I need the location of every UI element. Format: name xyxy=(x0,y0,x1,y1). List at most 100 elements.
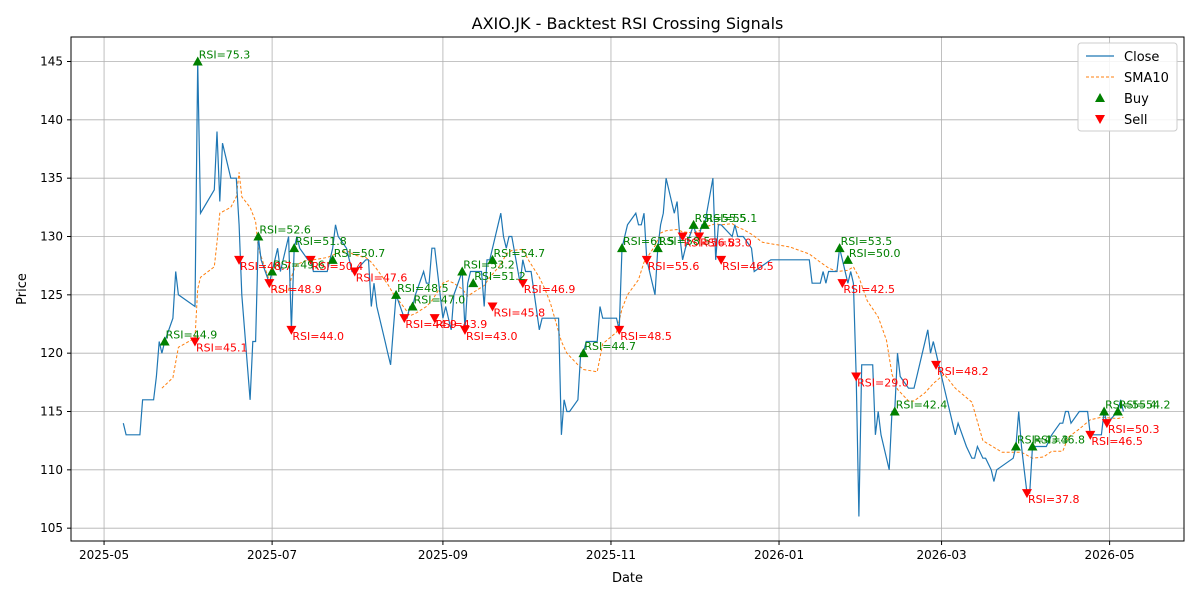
sell-marker xyxy=(429,314,440,324)
legend: Close SMA10 Buy Sell xyxy=(1077,42,1178,132)
buy-marker xyxy=(159,336,170,346)
buy-label: RSI=51.2 xyxy=(474,270,526,283)
buy-marker xyxy=(457,266,468,276)
legend-sma10-label: SMA10 xyxy=(1124,71,1169,86)
buy-marker xyxy=(578,348,589,358)
x-axis-label: Date xyxy=(612,571,643,586)
sell-label: RSI=44.0 xyxy=(292,330,344,343)
signal-labels: RSI=44.9 RSI=75.3 RSI=52.6 RSI=49.6 RSI=51.8… xyxy=(166,49,1171,507)
buy-marker xyxy=(889,406,900,416)
buy-label: RSI=49.6 xyxy=(273,259,325,272)
sell-label: RSI=48.9 xyxy=(270,283,322,296)
sell-label: RSI=46.9 xyxy=(524,283,576,296)
legend-sell-label: Sell xyxy=(1124,113,1147,128)
y-tick-label: 125 xyxy=(40,288,63,302)
sell-label: RSI=50.3 xyxy=(1108,423,1160,436)
sell-label: RSI=29.0 xyxy=(857,377,909,390)
sell-marker xyxy=(487,302,498,312)
buy-label: RSI=51.8 xyxy=(295,235,347,248)
sell-label: RSI=46.5 xyxy=(722,260,774,273)
sell-label: RSI=45.8 xyxy=(494,307,546,320)
buy-label: RSI=46.8 xyxy=(1033,434,1085,447)
sell-label: RSI=48.5 xyxy=(620,330,672,343)
buy-label: RSI=44.7 xyxy=(584,340,636,353)
sell-label: RSI=48.2 xyxy=(937,365,989,378)
sell-marker xyxy=(349,267,360,277)
buy-label: RSI=50.0 xyxy=(849,247,901,260)
sell-label: RSI=47.6 xyxy=(356,272,408,285)
sma10-line xyxy=(161,172,1124,459)
buy-label: RSI=55.4 xyxy=(1105,399,1157,412)
sell-marker xyxy=(399,314,410,324)
x-tick-label: 2025-11 xyxy=(586,548,636,562)
sell-marker xyxy=(264,279,275,289)
buy-label: RSI=42.4 xyxy=(896,399,948,412)
sell-label: RSI=43.0 xyxy=(466,330,518,343)
legend-box xyxy=(1077,42,1178,132)
y-tick-label: 105 xyxy=(40,521,63,535)
sell-marker xyxy=(851,372,862,382)
buy-marker xyxy=(616,243,627,253)
sell-marker xyxy=(641,255,652,265)
y-tick-label: 120 xyxy=(40,346,63,360)
buy-marker xyxy=(834,243,845,253)
sell-marker xyxy=(694,232,705,242)
buy-marker xyxy=(407,301,418,311)
sell-marker xyxy=(931,360,942,370)
sell-marker xyxy=(234,255,245,265)
y-tick-label: 140 xyxy=(40,113,63,127)
buy-marker xyxy=(1112,406,1123,416)
sell-label: RSI=50.4 xyxy=(312,260,364,273)
sell-marker xyxy=(517,279,528,289)
sell-label: RSI=56.8 xyxy=(684,237,736,250)
buy-marker xyxy=(391,289,402,299)
x-tick-label: 2025-07 xyxy=(247,548,297,562)
legend-close-label: Close xyxy=(1124,50,1159,65)
sell-marker xyxy=(305,255,316,265)
buy-label: RSI=55.5 xyxy=(695,212,747,225)
buy-label: RSI=54.7 xyxy=(494,247,546,260)
signal-markers xyxy=(159,56,1123,499)
legend-buy-marker xyxy=(1095,93,1105,102)
sell-marker xyxy=(837,279,848,289)
buy-label: RSI=48.5 xyxy=(397,282,449,295)
buy-marker xyxy=(652,243,663,253)
buy-marker xyxy=(267,266,278,276)
sell-label: RSI=48.7 xyxy=(240,260,292,273)
legend-buy-label: Buy xyxy=(1124,92,1149,107)
buy-label: RSI=52.6 xyxy=(259,224,311,237)
buy-marker xyxy=(468,278,479,288)
buy-label: RSI=58.5 xyxy=(659,235,711,248)
y-axis-label: Price xyxy=(15,273,30,305)
buy-label: RSI=75.3 xyxy=(199,49,251,62)
sell-marker xyxy=(1021,489,1032,499)
buy-marker xyxy=(289,243,300,253)
buy-marker xyxy=(688,219,699,229)
chart-title: AXIO.JK - Backtest RSI Crossing Signals xyxy=(472,14,784,33)
y-tick-label: 110 xyxy=(40,463,63,477)
x-tick-label: 2026-01 xyxy=(754,548,804,562)
buy-label: RSI=55.1 xyxy=(706,212,758,225)
buy-label: RSI=43.3 xyxy=(1017,434,1069,447)
buy-label: RSI=54.2 xyxy=(1119,399,1171,412)
close-line xyxy=(122,61,1124,517)
sell-marker xyxy=(677,232,688,242)
sell-label: RSI=46.5 xyxy=(1091,435,1143,448)
buy-label: RSI=47.0 xyxy=(414,294,466,307)
buy-marker xyxy=(327,254,338,264)
buy-label: RSI=61.5 xyxy=(623,235,675,248)
sell-label: RSI=42.5 xyxy=(843,283,895,296)
sell-label: RSI=45.1 xyxy=(196,342,248,355)
y-tick-label: 135 xyxy=(40,171,63,185)
sell-label: RSI=43.9 xyxy=(436,318,488,331)
sell-marker xyxy=(459,325,470,335)
x-tick-label: 2025-05 xyxy=(79,548,129,562)
buy-marker xyxy=(192,56,203,66)
sell-label: RSI=55.6 xyxy=(648,260,700,273)
buy-label: RSI=44.9 xyxy=(166,329,218,342)
y-tick-label: 115 xyxy=(40,405,63,419)
x-tick-label: 2025-09 xyxy=(418,548,468,562)
y-tick-label: 145 xyxy=(40,55,63,69)
